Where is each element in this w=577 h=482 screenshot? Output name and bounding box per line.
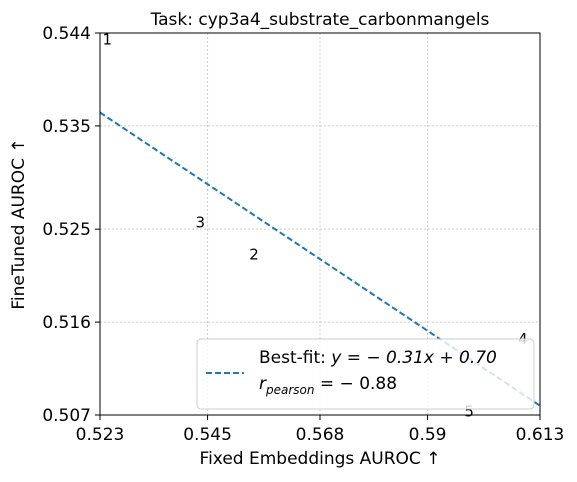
x-tick-label: 0.545: [183, 425, 232, 445]
x-tick-label: 0.568: [296, 425, 345, 445]
chart-title: Task: cyp3a4_substrate_carbonmangels: [150, 10, 490, 30]
x-axis-label: Fixed Embeddings AUROC ↑: [200, 449, 441, 469]
y-axis-label: FineTuned AUROC ↑: [9, 138, 29, 309]
point-label: 3: [195, 213, 205, 231]
legend-fit-equation: y = − 0.31x + 0.70: [330, 348, 497, 368]
y-axis-ticks: 0.507 0.516 0.525 0.535 0.544: [42, 24, 100, 426]
x-tick-label: 0.523: [76, 425, 125, 445]
legend-r-label: rpearson = − 0.88: [259, 374, 397, 397]
x-tick-label: 0.613: [516, 425, 565, 445]
point-label: 1: [103, 31, 113, 49]
y-tick-label: 0.544: [42, 24, 91, 44]
y-tick-label: 0.525: [42, 220, 91, 240]
legend-fit-prefix: Best-fit:: [259, 348, 331, 368]
point-label: 2: [249, 245, 259, 263]
fit-line: [99, 111, 541, 407]
legend-r-symbol: r: [259, 374, 267, 394]
legend: Best-fit: y = − 0.31x + 0.70 rpearson = …: [196, 338, 535, 410]
legend-r-value: = − 0.88: [315, 374, 398, 394]
x-axis-ticks: 0.523 0.545 0.568 0.59 0.613: [76, 415, 565, 445]
y-tick-label: 0.507: [42, 406, 91, 426]
legend-box: [196, 338, 535, 410]
point-label: 5: [464, 402, 474, 420]
legend-fit-label: Best-fit: y = − 0.31x + 0.70: [259, 348, 497, 368]
legend-r-subscript: pearson: [265, 383, 315, 397]
x-tick-label: 0.59: [409, 425, 447, 445]
y-tick-label: 0.535: [42, 117, 91, 137]
y-tick-label: 0.516: [42, 313, 91, 333]
